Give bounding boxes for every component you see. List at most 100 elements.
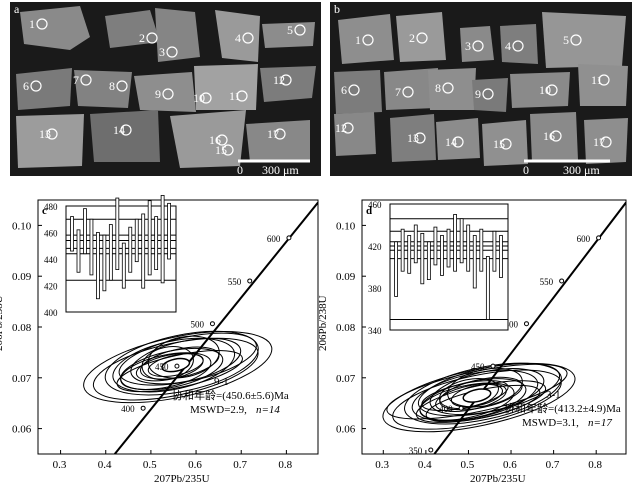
x-tick-label: 0.4 — [98, 459, 112, 471]
inset-age-bar — [479, 228, 484, 272]
inset-age-bar — [108, 224, 113, 281]
inset-y-label: 420 — [44, 282, 58, 292]
concordia-age-label: 400 — [121, 404, 135, 414]
inset-y-label: 480 — [44, 202, 58, 212]
grain — [500, 24, 538, 64]
inset-age-bar — [128, 226, 133, 273]
inset-y-label: 340 — [368, 326, 382, 336]
grain — [134, 72, 196, 112]
scale-zero-b: 0 — [523, 163, 529, 177]
grain — [460, 26, 494, 62]
inset-age-bar — [83, 208, 87, 255]
concordia-marker — [523, 321, 529, 327]
analysis-spot-circle — [512, 40, 524, 52]
error-ellipse — [83, 331, 273, 404]
grain — [510, 72, 570, 108]
y-tick-label: 0.10 — [12, 220, 32, 232]
analysis-spot-circle — [362, 34, 374, 46]
cl-grains-a — [16, 6, 316, 168]
spot-label: 7 — [73, 73, 79, 87]
analysis-spot-circle — [414, 132, 426, 144]
concordia-age-label: 550 — [228, 277, 242, 287]
concordia-marker — [286, 235, 292, 241]
panel-label: d — [366, 205, 372, 217]
error-ellipse — [147, 335, 220, 379]
inset-y-label: 460 — [368, 200, 382, 210]
y-tick-label: 0.10 — [336, 220, 356, 232]
spot-label: 1 — [355, 33, 361, 47]
inset-age-bar — [492, 230, 497, 272]
spot-label: 3 — [465, 39, 471, 53]
mswd-text: MSWD=2.9, — [190, 404, 247, 416]
error-ellipse — [141, 346, 194, 381]
spot-label: 14 — [113, 123, 125, 137]
x-tick-label: 0.7 — [546, 459, 560, 471]
inset-age-bar — [400, 228, 405, 272]
scale-text-a: 300 μm — [262, 163, 299, 177]
panel-label-b: b — [334, 2, 340, 16]
analysis-spot-circle — [146, 32, 158, 44]
concordia-age-text: 协和年龄=(450.6±5.6)Ma — [172, 388, 289, 402]
grain — [472, 78, 508, 112]
grain — [390, 114, 436, 162]
inset-age-bar — [420, 232, 425, 285]
grain — [338, 14, 394, 64]
analysis-spot-circle — [570, 34, 582, 46]
inset-age-bar — [154, 216, 159, 271]
mswd-text: MSWD=3.1, — [522, 417, 579, 429]
inset-age-bar — [446, 228, 451, 268]
analysis-spot-circle — [416, 32, 428, 44]
x-tick-label: 0.3 — [53, 459, 67, 471]
analysis-spot-circle — [222, 144, 234, 156]
concordia-marker — [247, 278, 253, 284]
grain — [246, 120, 310, 162]
grain — [428, 68, 476, 110]
inset-age-bar — [426, 241, 431, 281]
concordia-age-label: 400 — [439, 404, 453, 414]
x-axis-label: 207Pb/235U — [470, 473, 526, 484]
inset-age-bar — [134, 218, 139, 263]
concordia-marker — [140, 405, 146, 411]
error-ellipse — [92, 337, 259, 401]
y-tick-label: 0.09 — [336, 271, 356, 283]
grain — [16, 68, 72, 110]
spot-label: 6 — [23, 79, 29, 93]
inset-age-bar — [485, 256, 490, 320]
spot-label: 13 — [407, 131, 419, 145]
inset-y-label: 440 — [44, 255, 58, 265]
grain — [74, 70, 132, 108]
concordia-marker — [174, 363, 180, 369]
analysis-spot-circle — [600, 136, 612, 148]
y-tick-label: 0.08 — [336, 322, 356, 334]
analysis-spot-circle — [442, 82, 454, 94]
spot-label: 2 — [139, 31, 145, 45]
spot-label: 5 — [287, 23, 293, 37]
grain — [530, 112, 578, 162]
inset-age-bar — [121, 242, 126, 289]
spot-label: 12 — [335, 121, 347, 135]
concordia-age-ellipse — [462, 388, 492, 403]
analysis-spot-circle — [342, 122, 354, 134]
sample-label: 9-1 — [214, 376, 229, 388]
spot-label: 7 — [395, 85, 401, 99]
spot-label: 3 — [159, 45, 165, 59]
spot-label: 6 — [341, 83, 347, 97]
inset-y-label: 460 — [44, 229, 58, 239]
y-tick-label: 0.06 — [12, 424, 32, 436]
grain — [482, 120, 528, 166]
analysis-spot-circle — [46, 128, 58, 140]
y-tick-label: 0.07 — [12, 373, 32, 385]
analysis-spot-circle — [116, 80, 128, 92]
spot-label: 1 — [29, 17, 35, 31]
scale-text-b: 300 μm — [563, 163, 600, 177]
error-ellipse — [404, 362, 562, 425]
inset-age-bar — [115, 197, 120, 271]
cl-image-panel-b: 1 2 3 4 5 6 7 8 9 10 11 12 13 14 15 16 17 — [330, 2, 632, 176]
analysis-spot-circle — [274, 128, 286, 140]
analysis-spot-circle — [200, 92, 212, 104]
analysis-spot-circle — [550, 130, 562, 142]
scale-zero-a: 0 — [237, 163, 243, 177]
